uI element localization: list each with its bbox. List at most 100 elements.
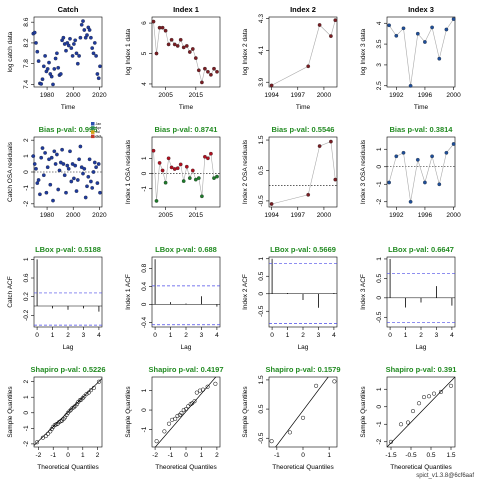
x-tick-label: 1997 [291, 92, 306, 99]
data-point [51, 82, 55, 87]
qq-point [62, 415, 68, 420]
qq-point [398, 422, 404, 427]
qq-point [332, 379, 337, 384]
panel-15: Shapiro p-val: 0.1579 Theoretical Quantil… [242, 365, 341, 471]
qq-point [45, 431, 51, 436]
qq-point [200, 387, 206, 392]
y-tick-label: 1 [141, 156, 148, 160]
data-point [200, 194, 204, 199]
data-point [215, 174, 219, 179]
y-tick-label: -0.2 [23, 309, 30, 321]
data-point [72, 176, 76, 181]
y-tick-label: 4.3 [258, 14, 265, 23]
data-point [160, 25, 165, 30]
x-axis-label: Lag [181, 344, 192, 351]
data-point [415, 31, 420, 36]
x-tick-label: 2 [66, 332, 70, 339]
data-point [34, 166, 38, 171]
panel-title: Index 1 [173, 5, 199, 14]
y-tick-label: -2 [23, 441, 30, 447]
data-point [52, 149, 57, 154]
x-tick-label: 1992 [389, 212, 404, 219]
series-line [388, 18, 454, 86]
data-point [55, 51, 59, 56]
data-point [83, 195, 88, 200]
data-point [181, 45, 186, 50]
data-point [61, 35, 66, 40]
data-point [40, 77, 45, 82]
panel-10: LBox p-val: 0.688 Lag Index 1 ACF 0 1 2 3 4 -0.4… [125, 245, 221, 351]
y-axis-label: Sample Quantiles [360, 386, 367, 438]
y-tick-label: 0 [376, 165, 383, 169]
data-point [57, 168, 62, 173]
qq-reference-line [154, 377, 217, 447]
data-point [44, 190, 49, 195]
data-point [52, 67, 57, 71]
data-point [89, 35, 93, 40]
data-point [90, 46, 95, 50]
y-tick-label: 1 [23, 154, 30, 158]
data-point [317, 23, 322, 27]
y-tick-label: 4 [141, 82, 148, 86]
x-tick-label: 1 [286, 332, 290, 339]
legend-swatch [91, 122, 95, 126]
plot-frame [268, 136, 338, 208]
data-point [160, 168, 165, 173]
data-point [98, 64, 102, 69]
data-point [430, 154, 434, 159]
y-axis-label: log Index 2 data [242, 28, 249, 75]
data-point [306, 192, 311, 197]
x-tick-label: 2 [184, 332, 188, 339]
data-point [56, 187, 61, 192]
qq-point [181, 408, 186, 413]
data-point [65, 163, 70, 168]
panel-title: Index 2 [290, 5, 316, 14]
x-tick-label: 1994 [264, 212, 279, 219]
x-tick-label: 1996 [418, 92, 433, 99]
x-axis-label: Lag [298, 344, 309, 351]
qq-point [74, 402, 79, 407]
plot-frame [33, 256, 103, 328]
qq-point [269, 439, 274, 444]
data-point [77, 157, 81, 162]
data-point [329, 34, 333, 38]
qq-point [186, 404, 191, 409]
panel-7: Bias p-val: 0.5546 Index 2 OSA residuals 1… [242, 125, 338, 219]
data-point [47, 157, 51, 162]
x-axis-label: Lag [63, 344, 74, 351]
data-point [43, 151, 47, 155]
legend-swatch [91, 130, 95, 134]
panel-12: LBox p-val: 0.6647 Lag Index 3 ACF 0 1 2 3 4 -0.… [360, 245, 456, 351]
y-axis-label: log Index 1 data [125, 28, 132, 75]
x-tick-label: 0 [270, 332, 274, 339]
data-point [451, 142, 456, 146]
x-tick-label: 0 [35, 332, 39, 339]
data-point [36, 59, 41, 63]
data-point [269, 202, 274, 206]
data-point [444, 27, 449, 32]
y-tick-label: 0 [376, 405, 383, 409]
plot-frame [386, 16, 456, 88]
legend-entry: Jul [96, 130, 101, 134]
data-point [68, 149, 72, 154]
plot-frame [268, 16, 338, 88]
data-point [163, 180, 168, 185]
data-point [36, 178, 41, 182]
x-axis-label: Time [179, 104, 194, 111]
x-tick-label: 0 [153, 332, 157, 339]
plot-frame [151, 136, 221, 208]
y-axis-label: Index 1 ACF [125, 274, 132, 310]
y-tick-label: 0.4 [141, 281, 148, 290]
x-tick-label: 2000 [66, 92, 81, 99]
x-tick-label: 3 [82, 332, 86, 339]
y-tick-label: -0.5 [258, 432, 265, 444]
data-point [430, 25, 434, 30]
qq-point [91, 385, 96, 390]
legend-swatch [91, 126, 95, 130]
x-tick-label: -1 [274, 452, 280, 459]
y-tick-label: -1 [376, 421, 383, 427]
x-tick-label: 3 [200, 332, 204, 339]
data-point [154, 51, 159, 56]
y-tick-label: 0 [141, 302, 148, 306]
data-point [408, 83, 413, 88]
